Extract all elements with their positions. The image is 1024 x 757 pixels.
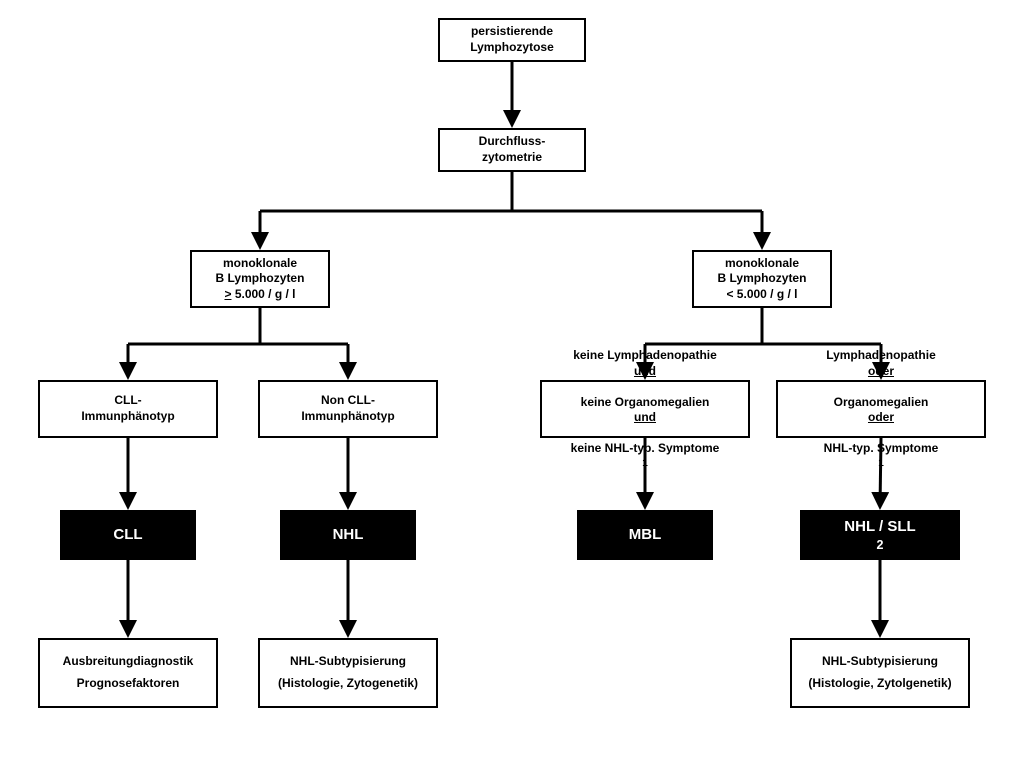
flowchart-node-n15: NHL-Subtypisierung (Histologie, Zytolgen… <box>790 638 970 708</box>
flowchart-node-n8: Lymphadenopathie oderOrganomegalien oder… <box>776 380 986 438</box>
flowchart-node-n9: CLL <box>60 510 196 560</box>
flowchart-node-n12: NHL / SLL2 <box>800 510 960 560</box>
flowchart-node-n3: monoklonaleB Lymphozyten> 5.000 / g / l <box>190 250 330 308</box>
flowchart-node-n7: keine Lymphadenopathie undkeine Organome… <box>540 380 750 438</box>
flowchart-node-n11: MBL <box>577 510 713 560</box>
flowchart-node-n13: Ausbreitungdiagnostik Prognosefaktoren <box>38 638 218 708</box>
flowchart-node-n2: Durchfluss-zytometrie <box>438 128 586 172</box>
flowchart-node-n1: persistierendeLymphozytose <box>438 18 586 62</box>
flowchart-node-n4: monoklonaleB Lymphozyten< 5.000 / g / l <box>692 250 832 308</box>
flowchart-node-n5: CLL-Immunphänotyp <box>38 380 218 438</box>
flowchart-node-n6: Non CLL-Immunphänotyp <box>258 380 438 438</box>
flowchart-node-n10: NHL <box>280 510 416 560</box>
flowchart-node-n14: NHL-Subtypisierung (Histologie, Zytogene… <box>258 638 438 708</box>
